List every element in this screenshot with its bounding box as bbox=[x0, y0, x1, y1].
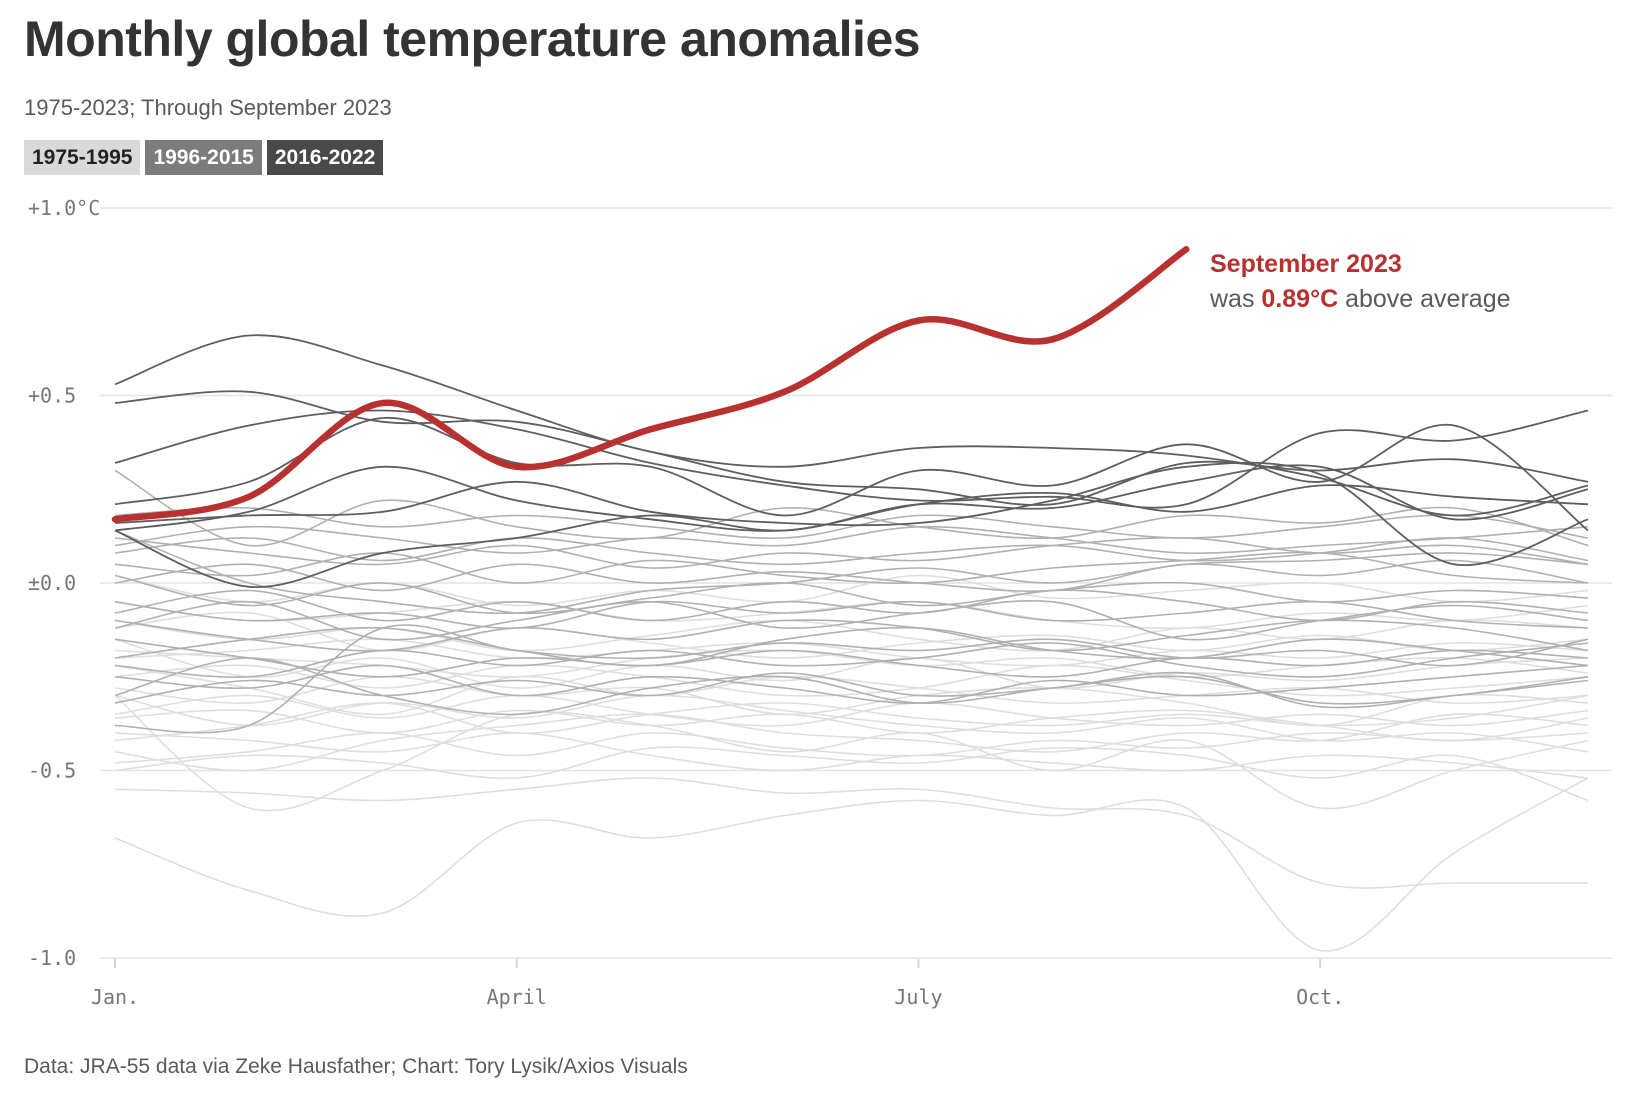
era-line-1975-1995-7 bbox=[114, 694, 1589, 727]
era-line-1975-1995-16 bbox=[114, 746, 1589, 802]
era-line-1996-2015-8 bbox=[114, 638, 1589, 678]
chart-subtitle: 1975-2023; Through September 2023 bbox=[24, 95, 392, 120]
y-tick-label: +0.5 bbox=[28, 384, 76, 408]
x-tick-label: Jan. bbox=[91, 985, 139, 1009]
era-line-1975-1995-14 bbox=[114, 694, 1589, 742]
era-line-1996-2015-10 bbox=[114, 559, 1589, 593]
era-line-1975-1995-15 bbox=[114, 611, 1589, 659]
era-line-2016-2022-3 bbox=[114, 417, 1589, 532]
era-line-1975-1995-3 bbox=[114, 694, 1589, 753]
era-line-1975-1995-9 bbox=[114, 732, 1589, 779]
y-tick-label: -1.0 bbox=[28, 946, 76, 970]
era-line-1975-1995-0 bbox=[114, 713, 1589, 772]
annotation-value: 0.89°C bbox=[1261, 285, 1339, 313]
era-line-1996-2015-17 bbox=[114, 574, 1589, 615]
era-line-1996-2015-15 bbox=[114, 642, 1589, 678]
era-line-1975-1995-17 bbox=[114, 675, 1589, 727]
era-line-1975-1995-18 bbox=[114, 574, 1589, 607]
era-line-1996-2015-9 bbox=[114, 657, 1589, 716]
era-line-1996-2015-2 bbox=[114, 469, 1589, 547]
era-line-1996-2015-19 bbox=[114, 537, 1589, 566]
legend-chip-2016-2022: 2016-2022 bbox=[266, 140, 384, 175]
era-line-1975-1995-10 bbox=[114, 638, 1589, 690]
highlight-line-2023 bbox=[111, 246, 1190, 523]
era-2016-2022-lines bbox=[114, 334, 1589, 588]
axis-labels: +1.0°C +0.5 ±0.0 -0.5 -1.0 Jan. April July Oct. bbox=[28, 196, 1344, 1009]
era-line-2016-2022-4 bbox=[114, 461, 1589, 567]
annotation-text: was 0.89°C above average bbox=[1210, 285, 1511, 314]
era-legend: 1975-1995 1996-2015 2016-2022 bbox=[24, 140, 384, 175]
era-line-1975-1995-20 bbox=[114, 709, 1589, 742]
era-line-2016-2022-6 bbox=[114, 465, 1589, 532]
x-tick-label: July bbox=[894, 985, 942, 1009]
era-line-1996-2015-14 bbox=[114, 506, 1589, 540]
legend-chip-1975-1995: 1975-1995 bbox=[24, 140, 141, 175]
highlight-2023-line-layer bbox=[111, 246, 1190, 523]
era-line-1996-2015-12 bbox=[114, 537, 1589, 569]
era-line-1996-2015-13 bbox=[114, 589, 1589, 622]
era-line-1996-2015-16 bbox=[114, 599, 1589, 641]
era-line-1975-1995-1 bbox=[114, 777, 1589, 952]
annotation-suffix: above average bbox=[1345, 285, 1511, 313]
era-line-1975-1995-2 bbox=[114, 777, 1588, 889]
x-tick-label: Oct. bbox=[1296, 985, 1344, 1009]
era-line-1975-1995-13 bbox=[114, 664, 1589, 716]
chart-title: Monthly global temperature anomalies bbox=[24, 11, 921, 67]
legend-chip-1996-2015: 1996-2015 bbox=[145, 140, 262, 175]
era-line-1996-2015-3 bbox=[114, 664, 1589, 704]
era-line-1996-2015-4 bbox=[114, 551, 1589, 584]
era-1975-1995-lines bbox=[114, 574, 1589, 952]
y-tick-label: ±0.0 bbox=[28, 571, 76, 595]
grid-layer bbox=[100, 207, 1612, 959]
era-line-1996-2015-11 bbox=[114, 626, 1589, 667]
era-line-1975-1995-4 bbox=[114, 664, 1589, 697]
annotation-prefix: was bbox=[1210, 285, 1255, 313]
era-1996-2015-lines bbox=[114, 469, 1589, 734]
era-line-1975-1995-6 bbox=[114, 638, 1589, 667]
era-line-2016-2022-2 bbox=[114, 409, 1589, 509]
era-line-2016-2022-1 bbox=[114, 390, 1589, 506]
annotation-title: September 2023 bbox=[1210, 250, 1402, 278]
source-credit: Data: JRA-55 data via Zeke Hausfather; C… bbox=[24, 1055, 688, 1078]
era-line-1996-2015-6 bbox=[114, 624, 1589, 734]
era-line-1996-2015-7 bbox=[114, 525, 1589, 554]
era-line-1975-1995-11 bbox=[114, 600, 1589, 630]
temperature-line-chart: +1.0°C +0.5 ±0.0 -0.5 -1.0 Jan. April July Oct. bbox=[28, 196, 1612, 1009]
y-tick-label: +1.0°C bbox=[28, 196, 100, 220]
era-line-1975-1995-5 bbox=[114, 732, 1589, 764]
era-line-1975-1995-12 bbox=[114, 694, 1589, 812]
x-tick-label: April bbox=[487, 985, 547, 1009]
era-line-1996-2015-18 bbox=[114, 671, 1589, 709]
y-tick-label: -0.5 bbox=[28, 759, 76, 783]
